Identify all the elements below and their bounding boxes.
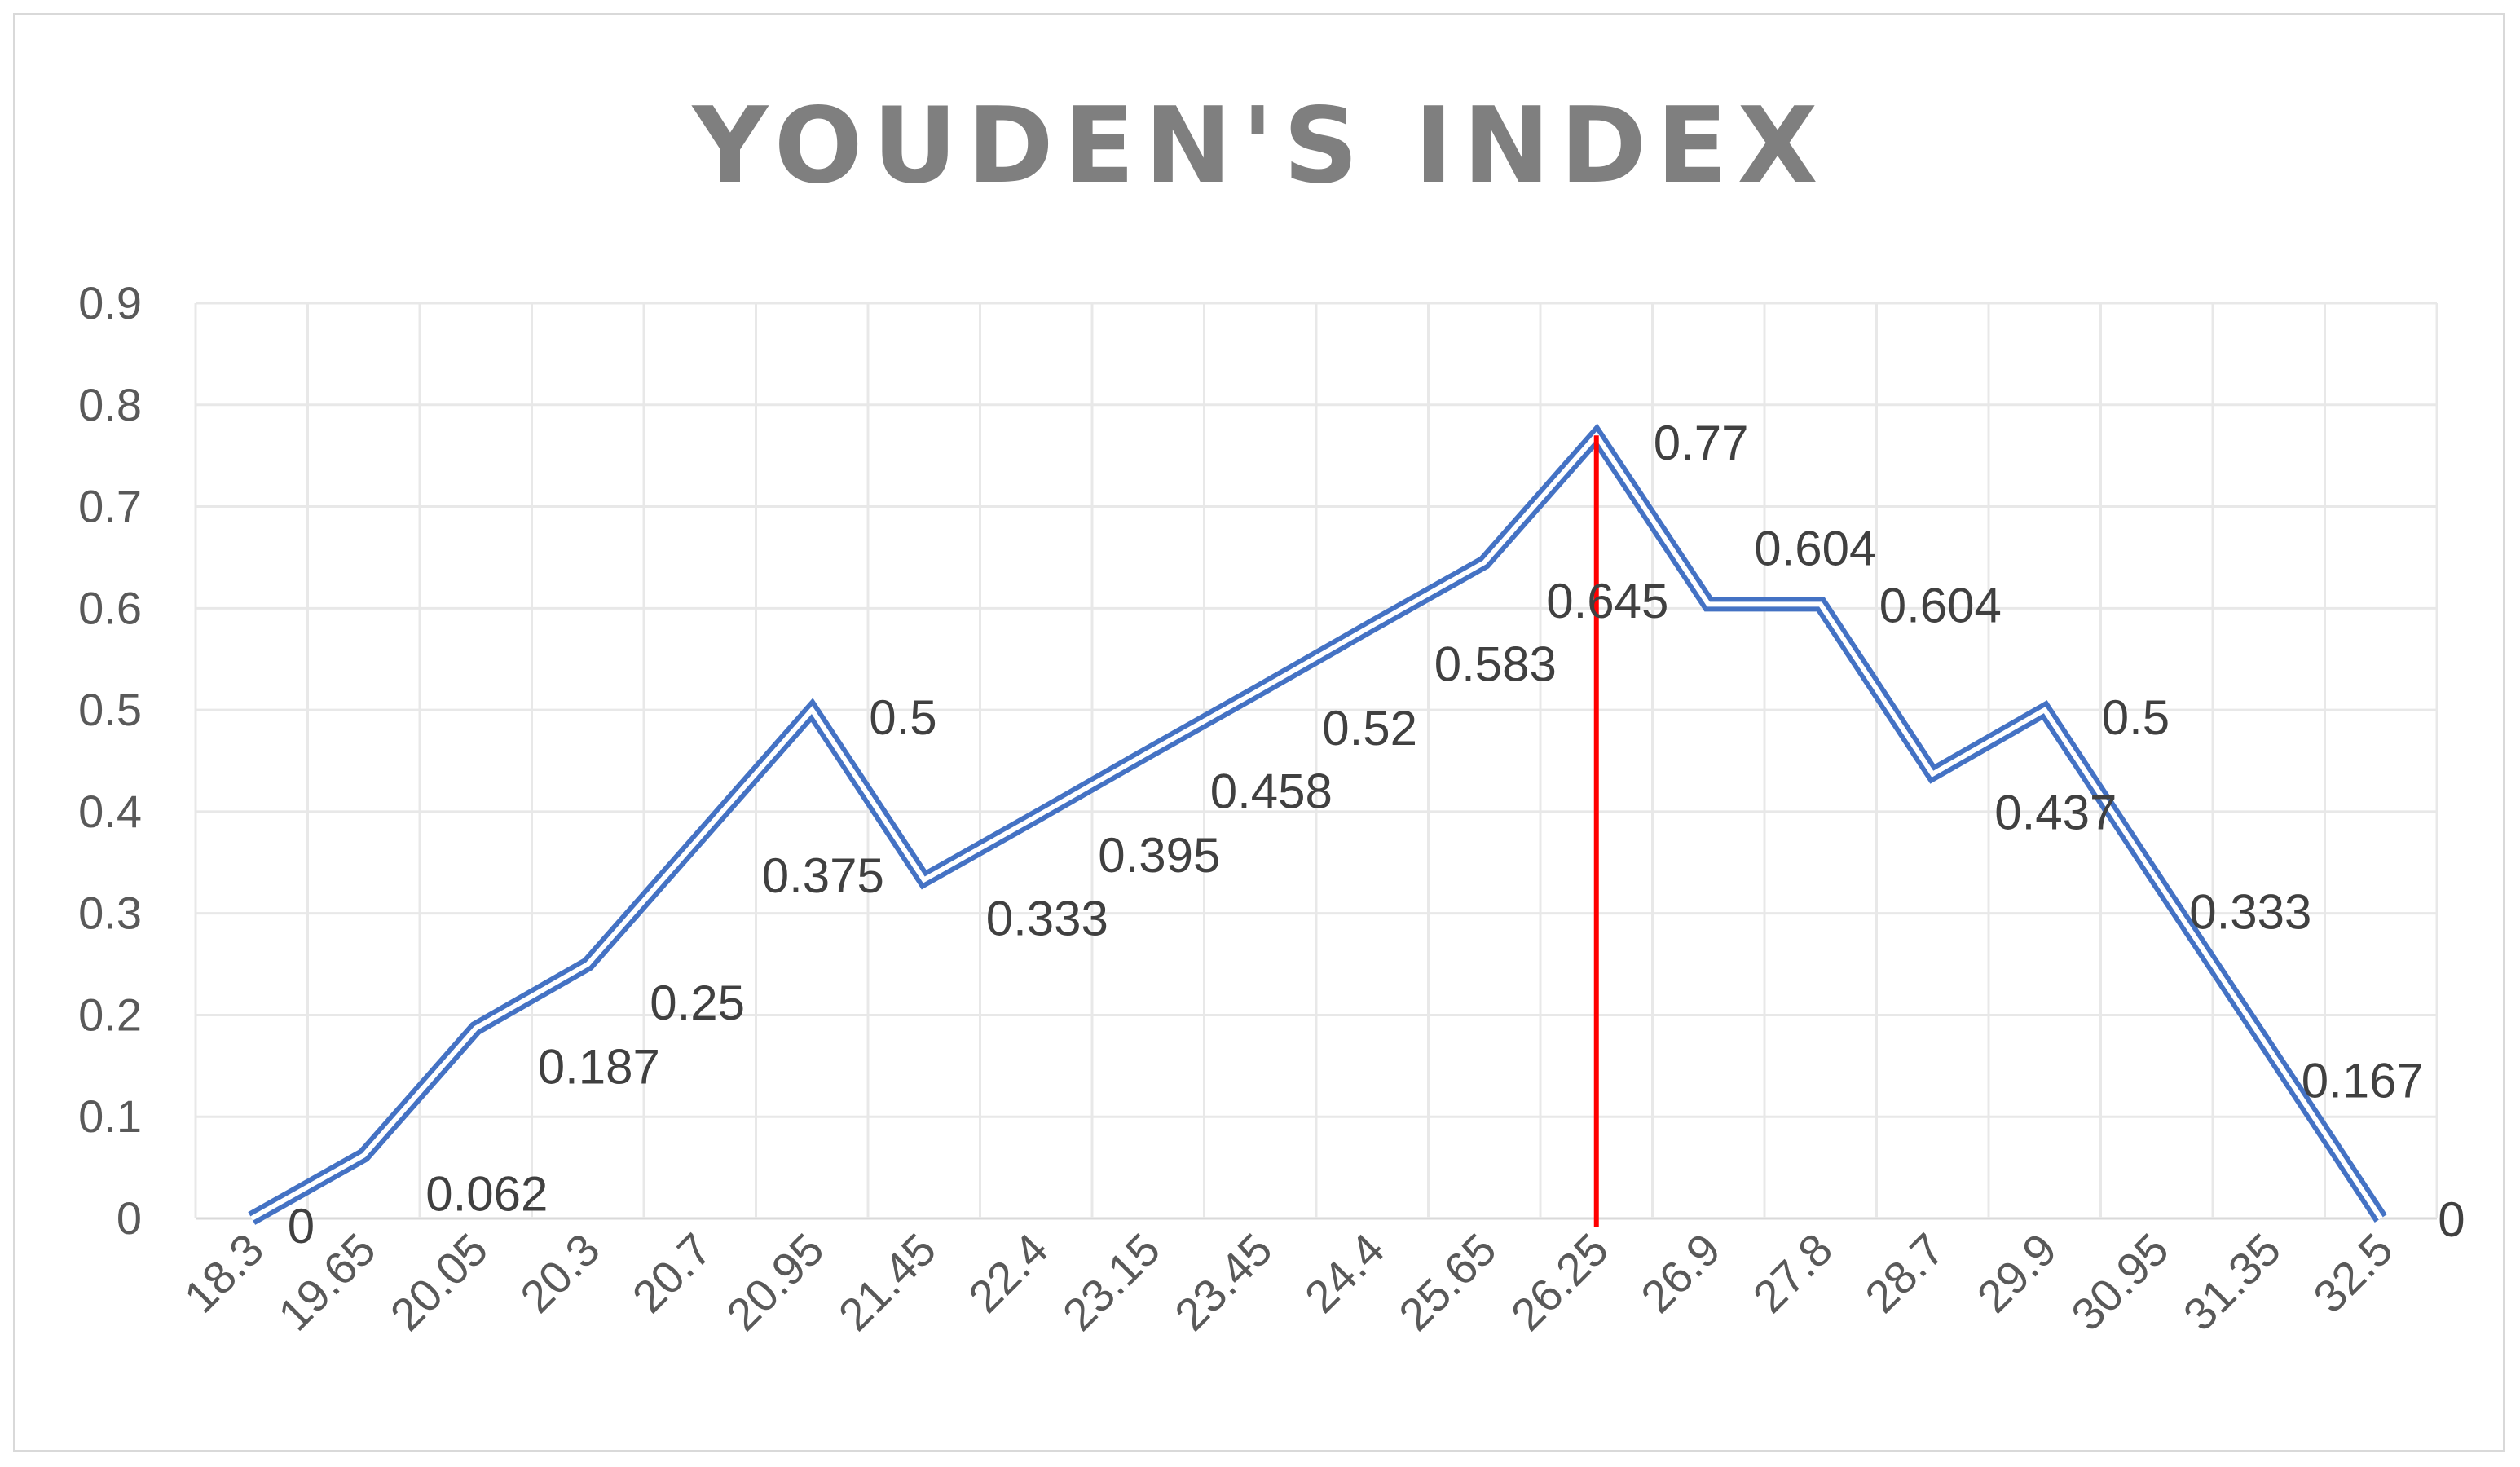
x-tick-label: 23.45 — [1165, 1223, 1282, 1341]
y-tick-label: 0.9 — [78, 277, 142, 328]
data-label: 0.645 — [1546, 574, 1668, 628]
data-label: 0.77 — [1654, 416, 1749, 470]
data-label: 0.333 — [986, 891, 1108, 945]
data-label: 0.167 — [2302, 1054, 2424, 1108]
data-label: 0.52 — [1322, 701, 1417, 756]
x-tick-label: 20.7 — [623, 1223, 722, 1323]
x-tick-label: 18.3 — [174, 1223, 274, 1323]
chart-title: YOUDEN'S INDEX — [692, 86, 1828, 207]
x-tick-label: 20.95 — [716, 1223, 834, 1341]
x-tick-label: 27.8 — [1743, 1223, 1843, 1323]
data-label: 0.25 — [650, 976, 745, 1030]
x-tick-label: 19.65 — [268, 1223, 385, 1341]
x-tick-label: 30.95 — [2061, 1223, 2179, 1341]
y-tick-label: 0.5 — [78, 684, 142, 735]
x-tick-label: 23.15 — [1053, 1223, 1170, 1341]
x-tick-label: 31.35 — [2174, 1223, 2291, 1341]
series-line-inner — [250, 431, 2383, 1221]
y-tick-label: 0.7 — [78, 481, 142, 532]
y-tick-label: 0.1 — [78, 1090, 142, 1142]
data-label: 0 — [288, 1199, 315, 1253]
y-tick-label: 0.2 — [78, 989, 142, 1040]
data-label: 0.583 — [1434, 637, 1557, 692]
data-label: 0 — [2438, 1192, 2465, 1247]
x-tick-label: 24.4 — [1295, 1223, 1394, 1323]
x-tick-label: 32.5 — [2303, 1223, 2403, 1323]
y-tick-label: 0.8 — [78, 379, 142, 430]
data-label: 0.604 — [1879, 578, 2002, 632]
series-line — [248, 423, 2387, 1225]
x-tick-label: 22.4 — [958, 1223, 1058, 1323]
data-label: 0.187 — [538, 1040, 660, 1095]
data-label: 0.458 — [1210, 764, 1333, 819]
x-tick-label: 20.3 — [510, 1223, 610, 1323]
data-label: 0.062 — [425, 1167, 548, 1222]
y-tick-label: 0 — [117, 1192, 142, 1244]
x-tick-label: 21.45 — [829, 1223, 946, 1341]
x-tick-label: 29.9 — [1967, 1223, 2067, 1323]
x-tick-label: 28.7 — [1855, 1223, 1954, 1323]
x-tick-label: 25.65 — [1389, 1223, 1506, 1341]
x-tick-label: 20.05 — [381, 1223, 498, 1341]
y-axis-tick-labels: 0 0.1 0.2 0.3 0.4 0.5 0.6 0.7 0.8 0.9 — [78, 277, 142, 1244]
data-label: 0.437 — [1994, 786, 2117, 840]
y-tick-label: 0.4 — [78, 786, 142, 837]
data-label: 0.333 — [2189, 884, 2311, 939]
y-tick-label: 0.3 — [78, 888, 142, 939]
data-label: 0.395 — [1098, 828, 1220, 883]
x-tick-label: 26.25 — [1501, 1223, 1619, 1341]
data-label: 0.375 — [762, 848, 884, 903]
x-tick-label: 26.9 — [1631, 1223, 1730, 1323]
y-tick-label: 0.6 — [78, 582, 142, 633]
data-labels: 0 0.062 0.187 0.25 0.375 0.5 0.333 0.395 0.458 0.… — [288, 416, 2465, 1253]
data-label: 0.5 — [2102, 690, 2170, 745]
grid-lines — [194, 302, 2438, 1220]
data-label: 0.5 — [869, 690, 936, 745]
data-label: 0.604 — [1754, 521, 1876, 575]
chart-frame — [13, 13, 2505, 1452]
